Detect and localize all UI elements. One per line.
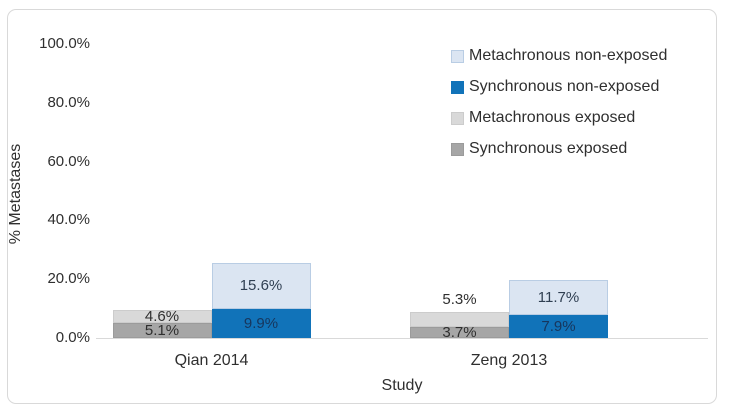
- bar-segment-non-exposed-metachronous: 15.6%: [211, 263, 311, 309]
- y-tick-label: 80.0%: [47, 93, 90, 111]
- y-axis-title: % Metastases: [7, 143, 24, 245]
- y-tick-label: 20.0%: [47, 270, 90, 288]
- bar-segment-non-exposed-synchronous: 7.9%: [509, 314, 608, 338]
- category-label: Qian 2014: [174, 352, 249, 369]
- category-label: Zeng 2013: [470, 352, 548, 369]
- legend-item: Metachronous non-exposed: [451, 46, 667, 66]
- x-axis-line: [96, 337, 708, 339]
- y-tick-label: 100.0%: [39, 35, 90, 52]
- y-tick-label: 40.0%: [47, 211, 90, 229]
- legend-item: Synchronous non-exposed: [451, 77, 667, 97]
- legend-label: Synchronous exposed: [469, 140, 628, 157]
- legend-item: Metachronous exposed: [451, 108, 667, 128]
- data-label: 9.9%: [243, 314, 279, 332]
- legend-swatch: [451, 142, 464, 156]
- data-label: 5.3%: [442, 290, 477, 308]
- legend-label: Metachronous exposed: [469, 109, 636, 126]
- legend-label: Synchronous non-exposed: [469, 78, 660, 95]
- data-label: 4.6%: [144, 307, 180, 325]
- bar-segment-exposed-synchronous: 3.7%: [410, 324, 509, 342]
- legend-item: Synchronous exposed: [451, 139, 667, 159]
- data-label: 3.7%: [442, 324, 477, 342]
- legend-swatch: [451, 49, 464, 63]
- bar-segment-exposed-metachronous: [410, 311, 509, 328]
- data-label: 7.9%: [541, 317, 576, 335]
- legend-swatch: [451, 80, 464, 94]
- data-label: 15.6%: [239, 277, 283, 295]
- data-label: 11.7%: [537, 289, 580, 307]
- bar-segment-exposed-synchronous: 5.1%: [112, 322, 212, 340]
- y-tick-label: 60.0%: [47, 152, 90, 170]
- legend: Metachronous non-exposed Synchronous non-…: [451, 46, 667, 170]
- data-label: 5.1%: [144, 322, 180, 340]
- bar-segment-exposed-metachronous: 4.6%: [112, 307, 212, 325]
- bar-segment-non-exposed-metachronous: 11.7%: [509, 280, 608, 315]
- plot-area: 5.1% 4.6% 3.7% 5.3% 9.9% 15.6% 7.9% 11.7%: [96, 44, 708, 342]
- bar-segment-non-exposed-synchronous: 9.9%: [211, 308, 311, 338]
- legend-label: Metachronous non-exposed: [469, 47, 668, 64]
- legend-swatch: [451, 111, 464, 125]
- x-axis-title: Study: [381, 377, 423, 394]
- y-tick-label: 0.0%: [55, 329, 90, 346]
